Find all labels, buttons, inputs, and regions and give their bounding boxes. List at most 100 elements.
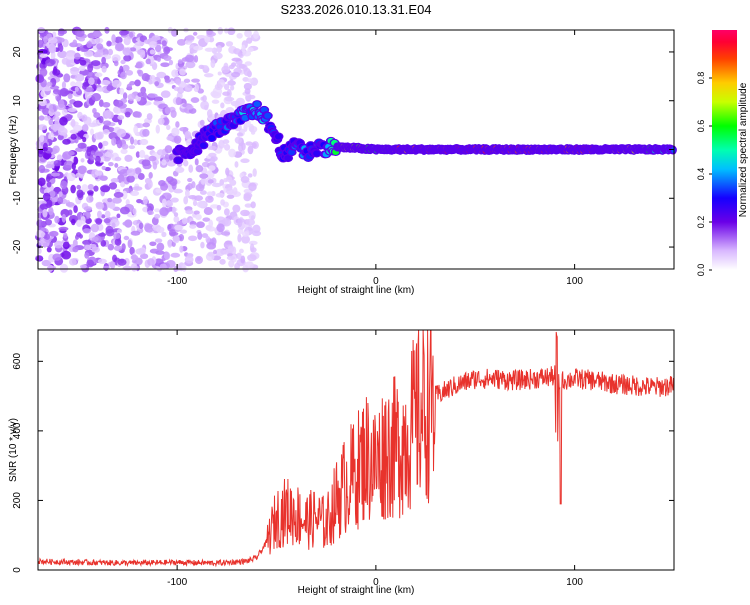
spectrogram-noise-cell [245,218,256,226]
spectrogram-noise-cell [88,122,98,128]
spectrogram-noise-cell [98,142,103,149]
spectrogram-noise-cell [194,158,199,166]
spectrogram-noise-cell [207,179,214,184]
spectrogram-noise-cell [87,190,94,195]
spectrogram-noise-cell [78,37,86,42]
spectrogram-noise-cell [130,190,140,197]
spectrogram-noise-cell [38,98,47,107]
spectrogram-noise-cell [46,81,53,87]
spectrogram-noise-cell [187,177,193,183]
spectrogram-noise-cell [57,196,64,205]
spectrogram-noise-cell [111,34,116,43]
spectrogram-noise-cell [173,135,182,144]
spectrogram-noise-cell [126,168,136,177]
spectrogram-noise-cell [159,207,169,217]
spectrogram-noise-cell [250,247,257,253]
spectrogram-noise-cell [89,128,94,136]
spectrogram-noise-cell [46,246,52,253]
spectrogram-noise-cell [232,204,241,213]
spectrogram-noise-cell [61,81,67,89]
spectrogram-noise-cell [156,149,165,156]
spectrogram-noise-cell [114,156,122,162]
spectrogram-noise-cell [174,224,184,231]
spectrogram-noise-cell [52,145,60,154]
spectrogram-noise-cell [49,190,56,198]
spectrogram-noise-cell [39,134,45,143]
spectrogram-noise-cell [111,222,116,229]
spectrogram-noise-cell [142,195,148,205]
spectrogram-noise-cell [90,60,101,67]
spectrogram-noise-cell [226,255,235,261]
spectrogram-noise-cell [120,59,126,65]
spectrogram-noise-cell [166,135,174,141]
spectrogram-noise-cell [107,197,113,203]
spectrogram-noise-cell [83,206,93,212]
spectrogram-noise-cell [53,89,62,95]
spectrogram-noise-cell [96,87,105,92]
spectrogram-noise-cell [211,182,222,188]
spectrogram-noise-cell [171,206,176,214]
spectrogram-noise-cell [120,181,126,188]
spectrogram-noise-cell [147,258,155,266]
spectrogram-noise-cell [68,258,77,266]
spectrogram-noise-cell [206,242,217,250]
spectrogram-noise-cell [94,37,104,44]
spectrogram-noise-cell [140,253,149,260]
spectrogram-noise-cell [148,155,157,162]
spectrogram-noise-cell [221,65,231,74]
spectrogram-noise-cell [104,166,111,172]
spectrogram-noise-cell [144,154,150,160]
spectrogram-noise-cell [63,232,68,239]
spectrogram-noise-cell [185,209,194,215]
spectrogram-noise-cell [224,96,235,102]
spectrogram-noise-cell [198,64,205,69]
spectrogram-noise-cell [237,228,244,235]
spectrogram-noise-cell [148,171,153,179]
spectrogram-noise-cell [147,210,154,216]
spectrogram-noise-cell [208,219,214,228]
spectrogram-noise-cell [100,239,107,247]
spectrogram-noise-cell [74,86,79,92]
spectrogram-noise-cell [225,106,235,114]
spectrogram-noise-cell [229,78,234,85]
spectrogram-noise-cell [122,64,130,72]
spectrogram-noise-cell [171,28,179,37]
spectrogram-noise-cell [47,265,57,271]
spectrogram-noise-cell [81,124,89,132]
snr-y-tick-label: 0 [12,567,23,573]
spectrogram-noise-cell [189,224,197,229]
spectrogram-noise-cell [181,264,187,272]
spectrogram-noise-cell [243,67,251,77]
spectrogram-noise-cell [75,28,85,38]
spectrogram-noise-cell [113,232,121,240]
spectrogram-noise-cell [90,156,96,161]
spectrogram-noise-cell [42,147,48,152]
spectrogram-noise-cell [197,231,203,240]
spectrogram-noise-cell [217,71,222,76]
spectrogram-noise-cell [120,148,128,154]
spectrogram-noise-cell [241,142,246,151]
spectrogram-noise-cell [90,150,96,156]
spectrogram-noise-cell [161,159,167,166]
spectrogram-noise-cell [142,122,151,128]
spectrogram-noise-cell [139,149,146,159]
spectrogram-noise-cell [95,218,103,225]
spectrogram-noise-cell [154,81,160,87]
spectrogram-noise-cell [206,109,213,118]
spectrogram-noise-cell [214,248,225,257]
spectrogram-noise-cell [164,78,171,83]
spectrogram-noise-cell [117,258,127,266]
spectrogram-noise-cell [244,261,254,269]
spectrogram-y-tick-label: -10 [12,191,23,206]
spectrogram-noise-cell [44,233,51,240]
spectrogram-noise-cell [244,61,253,66]
spectrogram-y-tick-label: 10 [12,95,23,107]
snr-y-tick-label: 600 [12,353,23,370]
spectrogram-noise-cell [154,44,162,53]
figure-title: S233.2026.010.13.31.E04 [280,2,431,17]
spectrogram-noise-cell [76,232,82,237]
spectrogram-noise-cell [128,145,136,150]
spectrogram-noise-cell [103,120,112,126]
spectrogram-noise-cell [177,86,185,94]
spectrogram-noise-cell [63,73,71,83]
